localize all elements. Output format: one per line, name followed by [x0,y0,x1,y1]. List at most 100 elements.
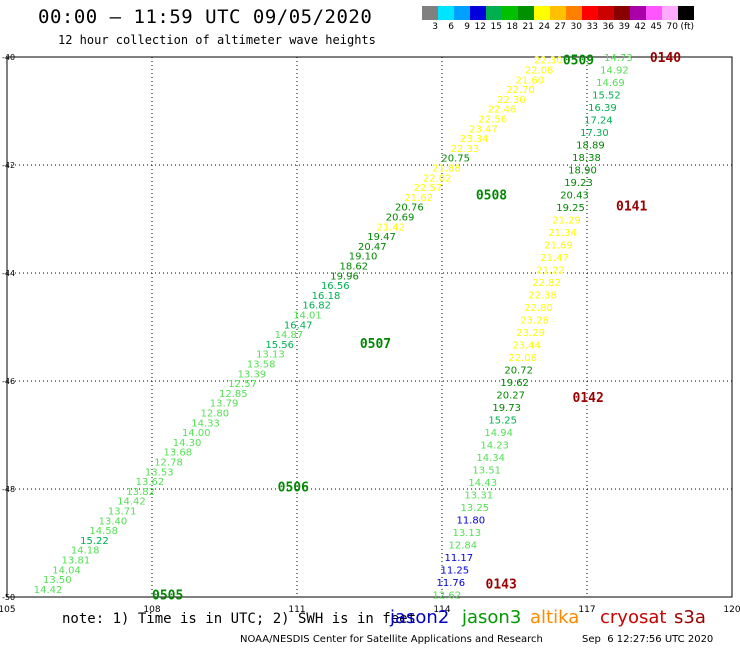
wave-height-value: 23.28 [520,315,549,326]
wave-height-value: 22.30 [534,56,563,67]
satellite-label-jason2: jason2 [390,607,450,628]
wave-height-value: 18.90 [568,165,597,176]
wave-height-value: 16.18 [312,291,341,302]
credit-text: NOAA/NESDIS Center for Satellite Applica… [240,634,543,645]
wave-height-value: 15.25 [488,415,517,426]
wave-height-value: 14.30 [173,438,202,449]
wave-height-value: 11.76 [437,578,466,589]
wave-height-value: 21.34 [548,228,577,239]
wave-height-value: 20.75 [441,154,470,165]
pass-time-label: 0506 [278,480,309,495]
wave-height-value: 12.85 [219,389,248,400]
wave-height-value: 12.57 [228,379,257,390]
wave-height-value: 14.94 [484,428,513,439]
legend-swatch [502,6,518,20]
wave-height-value: 14.04 [52,565,81,576]
wave-height-value: 20.43 [560,190,589,201]
wave-height-value: 19.62 [500,378,529,389]
wave-height-value: 14.23 [480,440,509,451]
x-tick-label: 114 [433,605,450,615]
wave-height-value: 15.56 [265,340,294,351]
wave-height-value: 13.13 [256,350,285,361]
pass-time-label: 0141 [616,200,647,215]
wave-height-value: 11.17 [444,553,473,564]
generated-timestamp: Sep 6 12:27:56 UTC 2020 [582,634,714,645]
legend-swatch [662,6,678,20]
wave-height-value: 18.38 [572,153,601,164]
satellite-label-altika: altika [530,607,580,628]
pass-time-label: 0505 [152,588,183,603]
pass-time-label: 0508 [476,189,507,204]
wave-height-value: 22.70 [506,85,535,96]
legend-level-label: 42 [634,22,646,32]
legend-swatch [646,6,662,20]
wave-height-value: 15.22 [80,536,109,547]
y-tick-label: -44 [2,269,15,278]
wave-height-value: 15.52 [592,90,621,101]
legend-swatch [486,6,502,20]
wave-height-value: 21.22 [536,265,565,276]
legend-swatch [518,6,534,20]
wave-height-value: 13.53 [145,467,174,478]
wave-height-value: 13.51 [472,465,501,476]
legend-level-label: 39 [618,22,630,32]
wave-height-value: 22.56 [478,115,507,126]
y-tick-label: -48 [2,485,15,494]
wave-height-value: 13.13 [452,528,481,539]
x-tick-label: 105 [0,605,16,615]
satellite-label-jason3: jason3 [462,607,522,628]
legend-swatch [438,6,454,20]
wave-height-value: 13.68 [163,448,192,459]
satellite-label-cryosat: cryosat [600,607,667,628]
legend-swatch [566,6,582,20]
wave-height-value: 18.89 [576,140,605,151]
plot-frame [6,56,733,598]
legend-swatch [534,6,550,20]
wave-height-value: 14.34 [476,453,505,464]
legend-level-label: 21 [522,22,534,32]
wave-height-value: 16.47 [284,320,313,331]
legend-level-label: 27 [554,22,566,32]
wave-height-value: 17.24 [584,115,613,126]
wave-height-value: 20.72 [504,365,533,376]
wave-height-value: 23.44 [512,340,541,351]
wave-height-value: 12.80 [201,409,230,420]
legend-level-label: 15 [490,22,502,32]
legend-level-label: 18 [506,22,518,32]
legend-swatch [614,6,630,20]
wave-height-value: 14.73 [604,53,633,64]
wave-height-value: 13.50 [43,575,72,586]
pass-time-label: 0507 [360,337,391,352]
satellite-label-s3a: s3a [674,607,706,628]
y-tick-label: -40 [2,53,15,62]
y-tick-label: -50 [2,593,15,602]
legend-level-label: 12 [474,22,486,32]
wave-height-value: 23.47 [469,124,498,135]
legend-level-label: 70 [666,22,678,32]
legend-swatch [582,6,598,20]
wave-height-value: 21.69 [544,240,573,251]
legend-level-label: 36 [602,22,614,32]
legend-level-label: 3 [432,22,438,32]
x-tick-label: 120 [723,605,740,615]
wave-height-value: 19.23 [564,178,593,189]
x-tick-label: 108 [143,605,160,615]
wave-height-value: 21.60 [515,75,544,86]
page-title: 00:00 – 11:59 UTC 09/05/2020 [38,6,373,28]
pass-time-label: 0509 [563,54,594,69]
wave-height-value: 21.29 [552,215,581,226]
wave-height-value: 21.47 [540,253,569,264]
legend-swatch [422,6,438,20]
wave-height-value: 22.02 [423,173,452,184]
legend-level-label: 9 [464,22,470,32]
wave-height-value: 20.76 [395,203,424,214]
legend-swatch [454,6,470,20]
wave-height-value: 14.01 [293,311,322,322]
wave-height-value: 22.33 [451,144,480,155]
wave-height-value: 21.88 [432,164,461,175]
wave-height-value: 13.79 [210,399,239,410]
footer-note: note: 1) Time is in UTC; 2) SWH is in fe… [62,611,417,627]
wave-height-value: 12.84 [448,540,477,551]
wave-height-value: 13.62 [136,477,165,488]
